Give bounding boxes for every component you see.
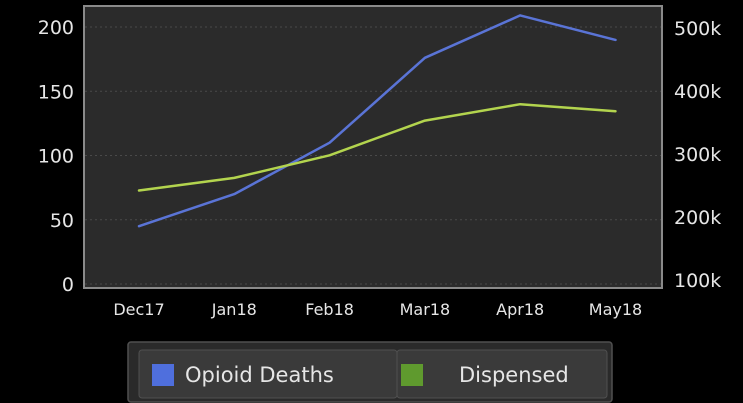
- x-tick-label: Feb18: [305, 300, 354, 319]
- legend-label-dispensed: Dispensed: [459, 363, 569, 387]
- legend-swatch-dispensed: [401, 364, 423, 386]
- left-y-axis-ticks: 0 50 100 150 200: [38, 17, 74, 296]
- x-axis-ticks: Dec17 Jan18 Feb18 Mar18 Apr18 May18: [113, 300, 642, 319]
- legend-swatch-opioid-deaths: [152, 364, 174, 386]
- left-y-tick-label: 100: [38, 146, 74, 168]
- right-y-axis-ticks: 100k 200k 300k 400k 500k: [674, 18, 721, 292]
- plot-area: [83, 5, 663, 289]
- left-y-tick-label: 0: [62, 274, 74, 296]
- right-y-tick-label: 300k: [674, 144, 721, 166]
- right-y-tick-label: 100k: [674, 270, 721, 292]
- x-tick-label: May18: [589, 300, 642, 319]
- right-y-tick-label: 200k: [674, 207, 721, 229]
- series-line-opioid-deaths: [137, 14, 617, 228]
- series-line-dispensed: [137, 102, 617, 192]
- legend-label-opioid-deaths: Opioid Deaths: [185, 363, 334, 387]
- left-y-tick-label: 150: [38, 81, 74, 103]
- left-y-tick-label: 50: [50, 210, 74, 232]
- legend: Opioid Deaths Dispensed: [127, 341, 613, 403]
- right-y-tick-label: 400k: [674, 81, 721, 103]
- x-tick-label: Jan18: [211, 300, 257, 319]
- x-tick-label: Mar18: [400, 300, 451, 319]
- right-y-tick-label: 500k: [674, 18, 721, 40]
- legend-item-dispensed[interactable]: [396, 349, 608, 399]
- left-y-tick-label: 200: [38, 17, 74, 39]
- series-lines: [137, 14, 617, 228]
- x-tick-label: Dec17: [113, 300, 164, 319]
- x-tick-label: Apr18: [496, 300, 544, 319]
